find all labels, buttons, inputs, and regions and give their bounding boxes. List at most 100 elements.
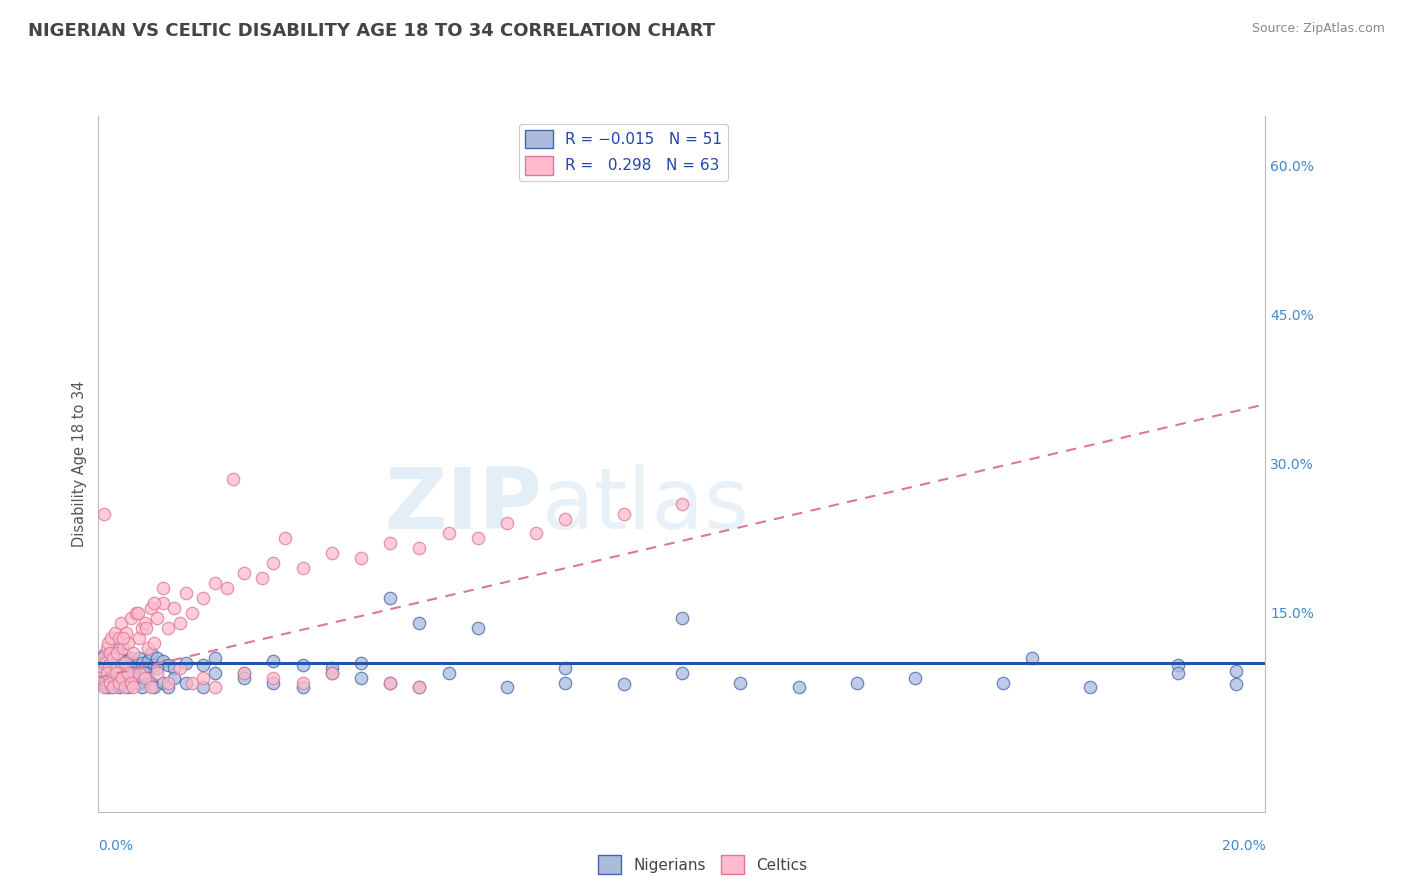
Point <box>157 675 180 690</box>
Point <box>111 665 134 680</box>
Point <box>408 681 430 695</box>
Point <box>671 611 693 625</box>
Point <box>262 671 284 685</box>
Point <box>146 665 169 680</box>
Point <box>115 654 138 668</box>
Point <box>111 631 134 645</box>
Point <box>97 636 120 650</box>
Point <box>135 621 157 635</box>
Point <box>174 656 197 670</box>
Point <box>904 671 927 685</box>
Point <box>120 675 142 690</box>
Point <box>136 640 159 655</box>
Point <box>91 654 114 668</box>
Point <box>127 606 149 620</box>
Point <box>108 631 131 645</box>
Point <box>142 636 165 650</box>
Point <box>104 660 127 674</box>
Point <box>110 615 132 630</box>
Point <box>125 657 148 672</box>
Text: ZIP: ZIP <box>384 464 541 547</box>
Point <box>1167 665 1189 680</box>
Point <box>163 601 186 615</box>
Point <box>163 660 186 674</box>
Point <box>408 541 430 556</box>
Point <box>122 656 145 670</box>
Point <box>730 675 752 690</box>
Point <box>96 665 118 680</box>
Point <box>134 671 156 685</box>
Point <box>93 648 115 662</box>
Point <box>139 675 162 690</box>
Point <box>128 631 150 645</box>
Point <box>139 646 162 660</box>
Point <box>495 681 517 695</box>
Point <box>114 656 136 670</box>
Point <box>321 665 343 680</box>
Point <box>122 665 145 680</box>
Point <box>105 646 128 660</box>
Point <box>157 621 180 635</box>
Point <box>122 646 145 660</box>
Point <box>163 671 186 685</box>
Point <box>233 665 256 680</box>
Point <box>120 671 142 685</box>
Text: Source: ZipAtlas.com: Source: ZipAtlas.com <box>1251 22 1385 36</box>
Point <box>152 596 174 610</box>
Legend: Nigerians, Celtics: Nigerians, Celtics <box>592 849 814 880</box>
Point <box>524 526 547 541</box>
Point <box>233 566 256 581</box>
Point <box>100 681 122 695</box>
Point <box>94 657 117 672</box>
Point <box>131 656 153 670</box>
Point <box>120 611 142 625</box>
Point <box>991 675 1014 690</box>
Point <box>125 606 148 620</box>
Point <box>157 681 180 695</box>
Point <box>111 640 134 655</box>
Point <box>350 551 373 566</box>
Point <box>115 625 138 640</box>
Point <box>139 681 162 695</box>
Point <box>117 636 139 650</box>
Point <box>104 665 127 680</box>
Point <box>104 665 127 680</box>
Point <box>134 615 156 630</box>
Point <box>350 656 373 670</box>
Point <box>91 650 114 665</box>
Point <box>104 648 127 662</box>
Point <box>291 675 314 690</box>
Point <box>152 581 174 595</box>
Point <box>1021 650 1043 665</box>
Point <box>97 657 120 672</box>
Point <box>204 665 226 680</box>
Y-axis label: Disability Age 18 to 34: Disability Age 18 to 34 <box>72 381 87 547</box>
Point <box>291 561 314 575</box>
Point <box>204 650 226 665</box>
Point <box>204 576 226 591</box>
Point <box>104 625 127 640</box>
Point <box>612 507 634 521</box>
Point <box>612 677 634 691</box>
Point <box>378 536 402 550</box>
Point <box>90 671 112 685</box>
Point <box>671 665 693 680</box>
Point <box>1225 664 1247 678</box>
Text: NIGERIAN VS CELTIC DISABILITY AGE 18 TO 34 CORRELATION CHART: NIGERIAN VS CELTIC DISABILITY AGE 18 TO … <box>28 22 716 40</box>
Point <box>108 675 131 690</box>
Point <box>193 657 215 672</box>
Point <box>378 675 402 690</box>
Point <box>204 681 226 695</box>
Point <box>193 591 215 605</box>
Point <box>787 681 810 695</box>
Point <box>321 660 343 674</box>
Point <box>134 660 156 674</box>
Point <box>96 650 118 665</box>
Point <box>495 516 517 531</box>
Point <box>146 611 169 625</box>
Point <box>114 681 136 695</box>
Point <box>121 664 143 678</box>
Point <box>122 681 145 695</box>
Point <box>104 671 127 685</box>
Point <box>169 615 191 630</box>
